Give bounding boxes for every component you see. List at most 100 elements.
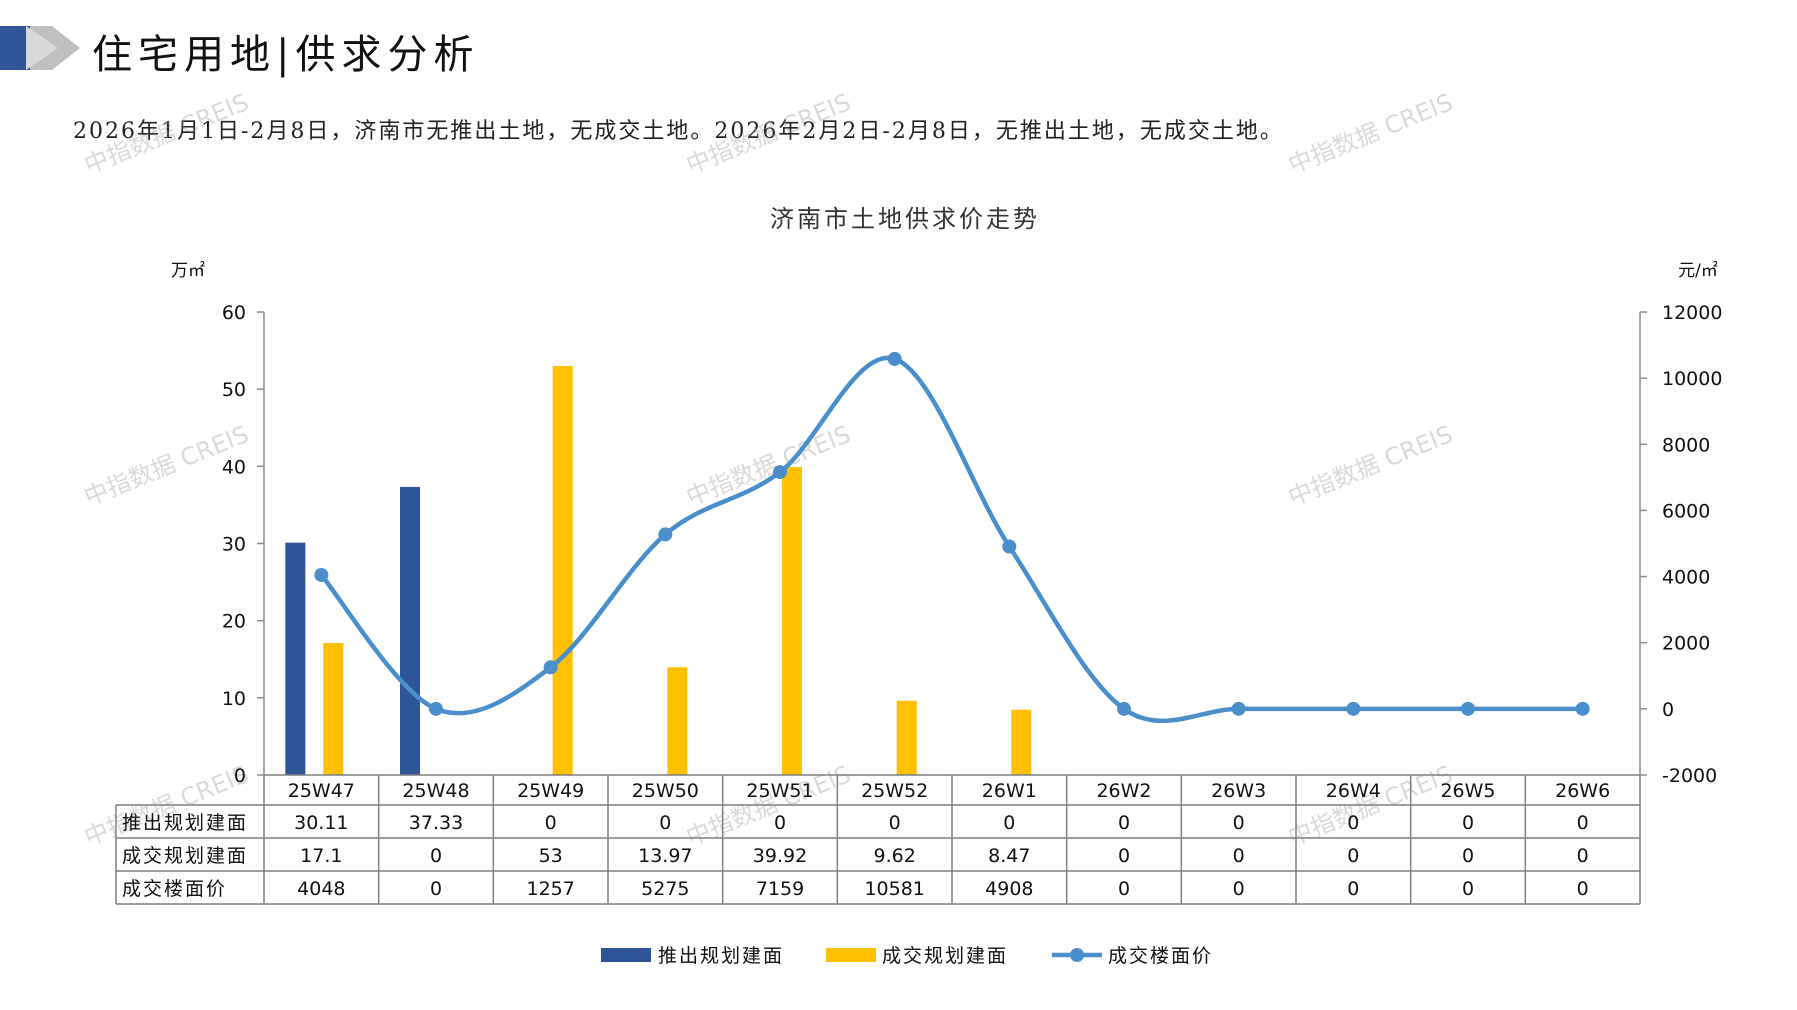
price-point: [1231, 701, 1246, 716]
category-label: 26W3: [1211, 780, 1266, 802]
data-label: 0: [889, 812, 901, 834]
data-label: 0: [1577, 812, 1589, 834]
deal-bar: [782, 466, 802, 775]
data-label: 0: [774, 812, 786, 834]
data-label: 0: [1118, 812, 1130, 834]
deal-bar: [896, 700, 917, 775]
data-label: 5275: [641, 878, 689, 900]
data-label: 0: [1003, 812, 1015, 834]
category-label: 25W51: [746, 780, 813, 802]
data-label: 37.33: [409, 812, 463, 834]
left-axis-unit: 万㎡: [171, 261, 205, 281]
logo-dark-block: [0, 26, 30, 70]
data-table: 25W47 25W48 25W49 25W50 25W51 25W52 26W1 26W2 26…: [115, 774, 1641, 905]
left-tick-label: 0: [234, 765, 246, 787]
table-row-label: 成交楼面价: [122, 878, 227, 900]
price-point: [1117, 701, 1131, 716]
page-title: 住宅用地|供求分析: [92, 32, 480, 78]
data-label: 53: [539, 845, 563, 867]
watermark: 中指数据 CREIS: [1284, 88, 1457, 180]
bars: [285, 366, 1032, 775]
legend-label-price: 成交楼面价: [1108, 945, 1213, 967]
data-label: 1257: [526, 878, 574, 900]
data-label: 0: [545, 812, 557, 834]
right-tick-label: 12000: [1662, 302, 1722, 324]
right-tick-label: 8000: [1662, 434, 1710, 456]
legend-swatch-deal: [826, 948, 876, 962]
data-label: 0: [1118, 878, 1130, 900]
data-label: 0: [1347, 812, 1359, 834]
table-row-label: 成交规划建面: [122, 845, 248, 867]
data-label: 0: [1347, 845, 1359, 867]
category-label: 25W52: [861, 780, 928, 802]
price-line: [314, 351, 1590, 724]
summary-text: 2026年1月1日-2月8日，济南市无推出土地，无成交土地。2026年2月2日-…: [73, 119, 1284, 144]
deal-bar: [323, 643, 344, 775]
legend-swatch-price-point: [1070, 948, 1084, 962]
data-label: 13.97: [638, 845, 692, 867]
category-label: 26W6: [1555, 780, 1610, 802]
left-tick-label: 40: [222, 456, 246, 478]
price-point: [773, 465, 787, 480]
data-label: 0: [1462, 845, 1474, 867]
category-label: 25W48: [402, 780, 469, 802]
data-label: 9.62: [874, 845, 916, 867]
data-label: 8.47: [988, 845, 1030, 867]
data-label: 0: [1577, 878, 1589, 900]
data-label: 0: [1577, 845, 1589, 867]
data-label: 0: [430, 845, 442, 867]
price-point: [1461, 701, 1475, 716]
data-label: 0: [1118, 845, 1130, 867]
data-label: 0: [659, 812, 671, 834]
price-point: [429, 701, 443, 716]
price-point: [1346, 701, 1361, 716]
price-line-path: [319, 355, 1583, 724]
data-label: 4908: [985, 878, 1033, 900]
right-tick-label: 2000: [1662, 633, 1710, 655]
data-label: 17.1: [300, 845, 342, 867]
category-label: 26W1: [982, 780, 1037, 802]
right-tick-label: 0: [1662, 699, 1674, 721]
data-label: 0: [1233, 845, 1245, 867]
legend: 推出规划建面 成交规划建面 成交楼面价: [601, 945, 1213, 967]
legend-label-deal: 成交规划建面: [882, 945, 1008, 967]
left-tick-label: 60: [222, 302, 246, 324]
left-tick-label: 20: [222, 611, 246, 633]
data-label: 0: [1347, 878, 1359, 900]
legend-swatch-supply: [601, 948, 651, 962]
data-label: 0: [1233, 878, 1245, 900]
left-tick-label: 50: [222, 379, 246, 401]
data-label: 39.92: [753, 845, 807, 867]
price-point: [1575, 701, 1590, 716]
axes: 0 10 20 30 40 50 60 -2000 0 2000 4000 6000 8000 10000…: [222, 302, 1723, 787]
category-label: 25W50: [632, 780, 699, 802]
supply-bar: [400, 486, 420, 775]
data-label: 30.11: [294, 812, 348, 834]
logo: [0, 26, 80, 70]
category-label: 25W47: [288, 780, 355, 802]
table-row-label: 推出规划建面: [122, 812, 248, 834]
data-label: 7159: [756, 878, 804, 900]
deal-bar: [667, 667, 688, 775]
data-label: 4048: [297, 878, 345, 900]
price-point: [887, 351, 902, 366]
category-label: 26W2: [1096, 780, 1151, 802]
deal-bar: [552, 366, 573, 775]
right-tick-label: -2000: [1662, 765, 1717, 787]
legend-label-supply: 推出规划建面: [658, 945, 784, 967]
data-label: 0: [1462, 812, 1474, 834]
logo-mid-shape: [26, 26, 58, 70]
price-point: [314, 567, 329, 582]
chart-title: 济南市土地供求价走势: [770, 205, 1040, 233]
data-label: 0: [1462, 878, 1474, 900]
data-label: 0: [430, 878, 442, 900]
data-label: 10581: [864, 878, 924, 900]
right-tick-label: 10000: [1662, 368, 1722, 390]
category-label: 26W4: [1326, 780, 1381, 802]
price-point: [543, 660, 558, 675]
supply-bar: [285, 542, 306, 775]
category-label: 26W5: [1440, 780, 1495, 802]
right-axis-unit: 元/㎡: [1678, 261, 1718, 281]
price-point: [1002, 539, 1017, 554]
land-supply-demand-price-chart: 济南市土地供求价走势 万㎡ 元/㎡ 0 10 20 30 40 50 60 -2000 0 200…: [115, 205, 1723, 967]
